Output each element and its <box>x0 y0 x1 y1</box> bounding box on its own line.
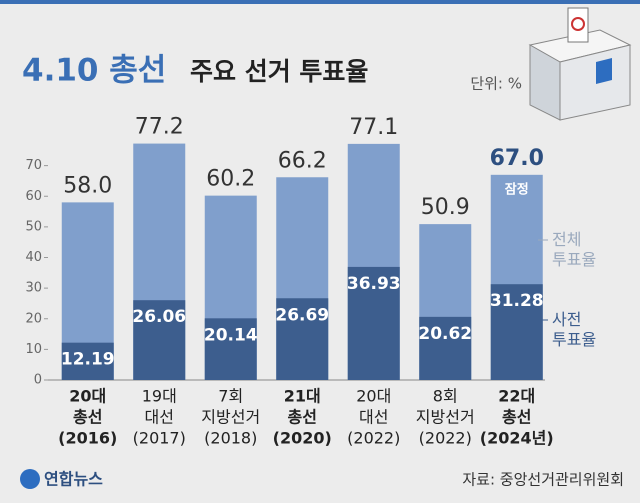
bar <box>419 316 472 380</box>
x-tick-label: (2017) <box>133 429 186 448</box>
total-label: 50.9 <box>421 195 470 220</box>
x-tick-label: 21대 <box>284 387 321 406</box>
bar <box>276 298 329 380</box>
y-tick-label: 30 <box>25 281 42 296</box>
legend-label: 전체 투표율 <box>552 230 596 269</box>
bar <box>490 284 543 380</box>
annotation: 잠정 <box>505 181 529 197</box>
x-tick-label: 총선 <box>73 408 102 427</box>
total-label: 67.0 <box>490 146 544 171</box>
x-tick-label: (2018) <box>204 429 257 448</box>
x-tick-label: 대선 <box>145 408 174 427</box>
chart-subtitle: 주요 선거 투표율 <box>190 57 368 86</box>
bar <box>204 318 257 380</box>
x-tick-label: (2022) <box>419 429 472 448</box>
x-tick-label: 19대 <box>142 387 177 406</box>
source: 자료: 중앙선거관리위원회 <box>462 471 624 489</box>
y-tick-label: 20 <box>25 311 42 326</box>
x-tick-label: 지방선거 <box>416 408 475 427</box>
early-label: 31.28 <box>490 291 544 311</box>
x-tick-label: 총선 <box>288 408 317 427</box>
total-label: 60.2 <box>206 167 255 192</box>
legend-label: 사전 투표율 <box>552 310 596 349</box>
total-label: 58.0 <box>63 173 112 198</box>
x-tick-label: 20대 <box>69 387 106 406</box>
ballot-box-icon <box>528 7 632 121</box>
x-tick-label: 대선 <box>359 408 388 427</box>
total-label: 66.2 <box>278 148 327 173</box>
early-label: 36.93 <box>347 274 401 294</box>
x-tick-label: 8회 <box>433 387 458 406</box>
x-tick-label: 7회 <box>218 387 243 406</box>
early-label: 26.69 <box>275 305 329 325</box>
logo-text: 연합뉴스 <box>44 470 103 489</box>
bar <box>61 342 114 380</box>
bar <box>133 300 186 380</box>
y-tick-label: 40 <box>25 250 42 265</box>
y-tick-label: 70 <box>25 158 42 173</box>
x-tick-label: (2022) <box>347 429 400 448</box>
total-label: 77.1 <box>349 115 398 140</box>
x-tick-label: (2016) <box>58 429 117 448</box>
y-tick-label: 50 <box>25 219 42 234</box>
logo: 연합뉴스 <box>20 469 103 489</box>
early-label: 26.06 <box>132 307 186 327</box>
y-tick-label: 60 <box>25 189 42 204</box>
y-tick-label: 0 <box>34 373 42 388</box>
x-tick-label: 20대 <box>356 387 391 406</box>
unit: 단위: % <box>470 75 522 93</box>
chart-title: 4.10 총선 <box>22 53 166 89</box>
y-tick-label: 10 <box>25 342 42 357</box>
top-bar <box>0 0 640 4</box>
x-tick-label: 지방선거 <box>201 408 260 427</box>
bar <box>347 266 400 380</box>
x-tick-label: 총선 <box>502 408 531 427</box>
total-label: 77.2 <box>135 115 184 140</box>
x-tick-label: (2020) <box>273 429 332 448</box>
early-label: 12.19 <box>61 350 115 370</box>
early-label: 20.62 <box>418 324 472 344</box>
x-tick-label: 22대 <box>498 387 535 406</box>
early-label: 20.14 <box>204 325 258 345</box>
x-tick-label: (2024년) <box>480 429 554 448</box>
